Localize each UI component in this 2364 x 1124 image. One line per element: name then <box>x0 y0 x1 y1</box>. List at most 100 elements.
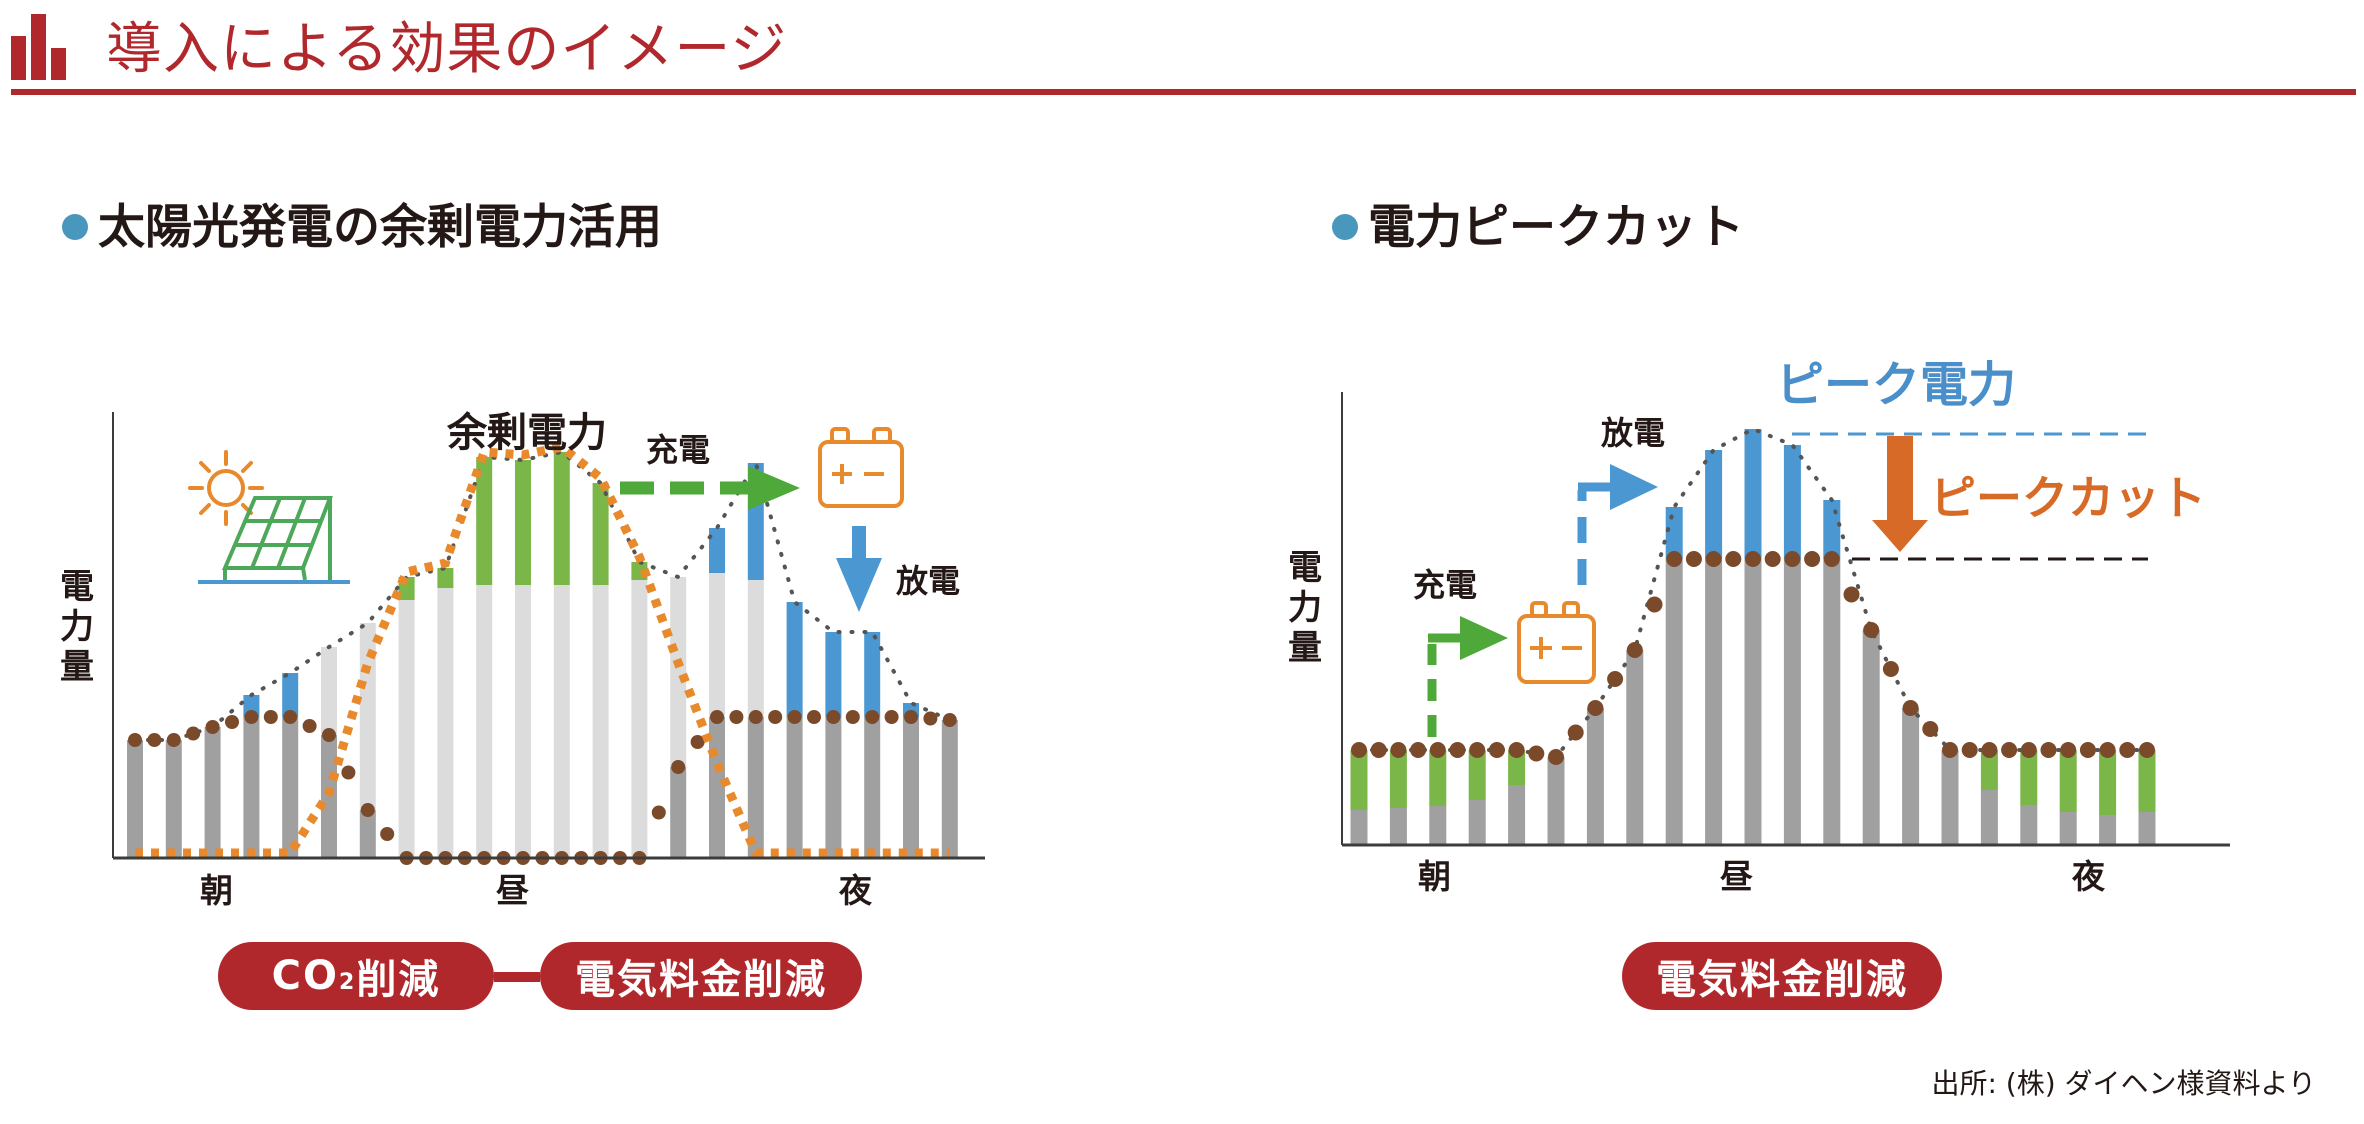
sun-icon <box>188 450 264 526</box>
peak-power-label: ピーク電力 <box>1776 357 2017 413</box>
purchase-dot <box>1508 742 1525 758</box>
purchase-dot <box>1666 551 1683 567</box>
bar-segment <box>670 767 687 858</box>
bar-segment <box>2059 750 2077 812</box>
bar-segment <box>1744 429 1762 559</box>
discharge-label: 放電 <box>896 562 961 600</box>
bar-segment <box>1980 790 1998 844</box>
header-divider <box>11 89 2356 95</box>
bar-segment <box>1823 500 1841 559</box>
bar-segment <box>709 573 725 717</box>
charge-arrow-icon <box>1427 616 1508 737</box>
right-chart <box>1350 426 2156 844</box>
electricity-cost-reduction-badge: 電気料金削減 <box>540 942 862 1010</box>
purchase-dot <box>1764 551 1781 567</box>
bar-segment <box>437 588 454 858</box>
bar-segment <box>1862 630 1880 844</box>
purchase-dot <box>147 733 162 747</box>
bar-segment <box>1429 806 1447 844</box>
purchase-dot <box>2001 742 2018 758</box>
purchase-dot <box>2020 742 2037 758</box>
purchase-dot <box>1685 551 1702 567</box>
bar-segment <box>321 735 337 858</box>
x-label-morning: 朝 <box>1418 857 1451 896</box>
bar-segment <box>709 528 725 573</box>
bar-segment <box>825 632 842 717</box>
purchase-dot <box>1922 721 1939 737</box>
purchase-dot <box>826 710 841 724</box>
purchase-dot <box>1804 551 1821 567</box>
purchase-dot <box>380 827 395 841</box>
purchase-dot <box>1882 661 1899 677</box>
purchase-dot <box>1567 724 1584 741</box>
bar-segment <box>1665 507 1683 559</box>
bar-segment <box>2138 750 2156 812</box>
bar-segment <box>515 585 531 858</box>
bar-segment <box>1468 750 1486 800</box>
surplus-label: 余剰電力 <box>447 410 607 456</box>
bar-segment <box>476 457 493 585</box>
bar-segment <box>1823 559 1841 844</box>
bar-segment <box>1547 757 1565 844</box>
purchase-dot <box>1725 551 1742 567</box>
bar-segment <box>553 452 570 585</box>
peak-cut-label: ピークカット <box>1930 471 2206 525</box>
purchase-dot <box>1626 642 1643 658</box>
y-axis-label: 電力量 <box>60 567 94 687</box>
purchase-dot <box>748 710 763 724</box>
purchase-dot <box>1902 700 1919 716</box>
bar-segment <box>1902 708 1920 844</box>
bar-chart-icon <box>11 14 66 80</box>
bar-segment <box>2099 750 2117 815</box>
purchase-dot <box>341 765 356 780</box>
bar-segment <box>864 717 881 858</box>
bar-segment <box>282 717 299 858</box>
bar-segment <box>165 740 182 858</box>
purchase-dot <box>2139 742 2155 758</box>
purchase-dot <box>322 728 336 742</box>
purchase-dot <box>942 713 957 727</box>
discharge-arrow-icon <box>1577 464 1658 585</box>
bar-segment <box>2059 812 2077 844</box>
x-label-night: 夜 <box>839 871 872 910</box>
purchase-dot <box>710 710 724 724</box>
purchase-dot <box>2079 742 2096 758</box>
purchase-dot <box>807 710 821 724</box>
purchase-dot <box>1705 551 1722 567</box>
battery-icon <box>818 427 904 508</box>
discharge-label: 放電 <box>1601 414 1666 452</box>
purchase-dot <box>2119 742 2136 758</box>
bar-segment <box>1389 750 1407 808</box>
co2-reduction-badge: CO 2 削減 <box>218 942 494 1010</box>
section-title-text: 電力ピークカット <box>1368 200 1744 255</box>
purchase-dot <box>1961 742 1978 758</box>
bar-segment <box>2020 805 2038 844</box>
bar-segment <box>1783 445 1801 559</box>
badge-connector <box>494 972 540 982</box>
purchase-dot <box>1390 742 1407 758</box>
solar-generation-line <box>135 442 950 858</box>
bar-segment <box>747 580 764 717</box>
bar-segment <box>1941 750 1959 844</box>
purchase-dot <box>225 715 239 729</box>
section-title-solar: 太陽光発電の余剰電力活用 <box>62 196 662 260</box>
bar-segment <box>941 720 958 858</box>
purchase-dot <box>1942 742 1958 758</box>
bar-segment <box>1626 650 1644 844</box>
bar-segment <box>1508 750 1526 785</box>
discharge-arrow-icon <box>836 526 882 612</box>
electricity-cost-reduction-badge: 電気料金削減 <box>1622 942 1942 1010</box>
purchase-dot <box>1587 700 1604 716</box>
bar-segment <box>747 717 764 858</box>
purchase-dot <box>1488 742 1505 758</box>
bar-segment <box>359 810 376 858</box>
x-label-noon: 昼 <box>496 871 529 910</box>
section-title-text: 太陽光発電の余剰電力活用 <box>98 200 662 255</box>
badge-subscript: 2 <box>339 969 357 995</box>
purchase-dot <box>1843 586 1860 603</box>
bar-segment <box>1389 808 1407 844</box>
purchase-dot <box>302 719 317 733</box>
purchase-dot <box>729 710 744 724</box>
bar-segment <box>282 673 299 717</box>
bar-segment <box>786 602 803 717</box>
